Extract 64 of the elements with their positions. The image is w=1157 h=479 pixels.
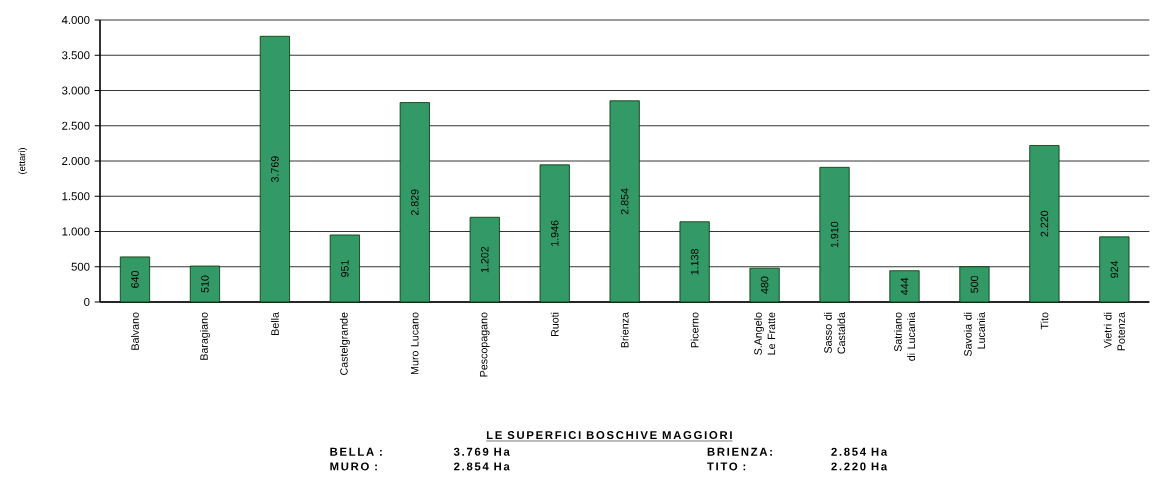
text: LE SUPERFICI BOSCHIVE MAGGIORI (486, 431, 732, 440)
y-tick-label: 1.500 (62, 192, 90, 201)
text: BRIENZA: (707, 447, 772, 456)
bar (329, 234, 360, 303)
x-tick-label: Muro Lucano (411, 312, 419, 375)
x-tick-label: Brienza (620, 312, 629, 348)
data-label: 1.910 (830, 221, 839, 248)
data-label: 1.138 (690, 249, 699, 275)
x-tick-label: Savoia di Lucania (963, 312, 986, 357)
y-tick-label: 0 (84, 298, 90, 307)
data-label: 510 (201, 275, 209, 293)
text: MURO : (330, 462, 377, 471)
x-tick-label: Bella (270, 312, 279, 335)
bar (679, 221, 710, 303)
text: 2.854 Ha (831, 447, 888, 456)
bar (259, 35, 290, 303)
x-tick-label: S.Angelo Le Fratte (753, 312, 776, 355)
x-tick-label: Baragiano (199, 312, 210, 360)
y-tick-label: 1.000 (62, 227, 90, 236)
bar (959, 266, 990, 303)
bar (609, 100, 640, 303)
bar (119, 256, 151, 303)
x-tick-label: Picerno (690, 312, 699, 348)
text: 2.220 Ha (831, 462, 888, 471)
y-tick-label: 500 (71, 262, 90, 271)
text: 2.854 Ha (454, 462, 510, 471)
x-tick-label: Balvano (131, 312, 139, 350)
data-label: 480 (760, 276, 769, 294)
y-tick-label: 4.000 (61, 16, 90, 25)
x-tick-label: Sasso di Castalda (823, 312, 846, 354)
x-tick-label: Pescopagano (479, 312, 490, 377)
bar (1029, 145, 1060, 303)
data-label: 2.829 (411, 189, 419, 216)
y-tick-label: 3.500 (62, 51, 90, 60)
y-tick-label: 2.000 (62, 157, 90, 165)
y-tick-label: 3.000 (62, 86, 90, 95)
text: BELLA : (330, 447, 382, 456)
data-label: 2.854 (620, 188, 629, 215)
data-label: 924 (1110, 260, 1119, 278)
data-label: 2.220 (1040, 210, 1049, 237)
y-tick-label: 2.500 (62, 121, 90, 130)
x-tick-label: Tito (1040, 312, 1049, 330)
data-label: 3.769 (271, 156, 279, 183)
bar (819, 166, 850, 303)
text: TITO : (707, 462, 746, 471)
data-label: 500 (970, 275, 979, 293)
bar (749, 267, 780, 303)
bar (539, 164, 570, 303)
bar (469, 216, 500, 303)
data-label: 1.202 (480, 246, 489, 273)
text: 3.769 Ha (453, 447, 510, 456)
data-label: 1.946 (550, 220, 559, 246)
x-tick-label: Vietri di Potenza (1103, 312, 1125, 351)
bar (399, 102, 430, 303)
x-tick-label: Satriano di Lucania (893, 312, 916, 361)
bar (1099, 236, 1130, 303)
y-axis-title: (ettari) (18, 148, 28, 174)
data-label: 640 (131, 270, 139, 288)
bar (189, 265, 221, 303)
x-tick-label: Ruoti (550, 312, 559, 337)
data-label: 951 (341, 260, 349, 277)
x-tick-label: Castelgrande (339, 312, 350, 375)
bar (889, 270, 920, 303)
data-label: 444 (900, 277, 909, 295)
